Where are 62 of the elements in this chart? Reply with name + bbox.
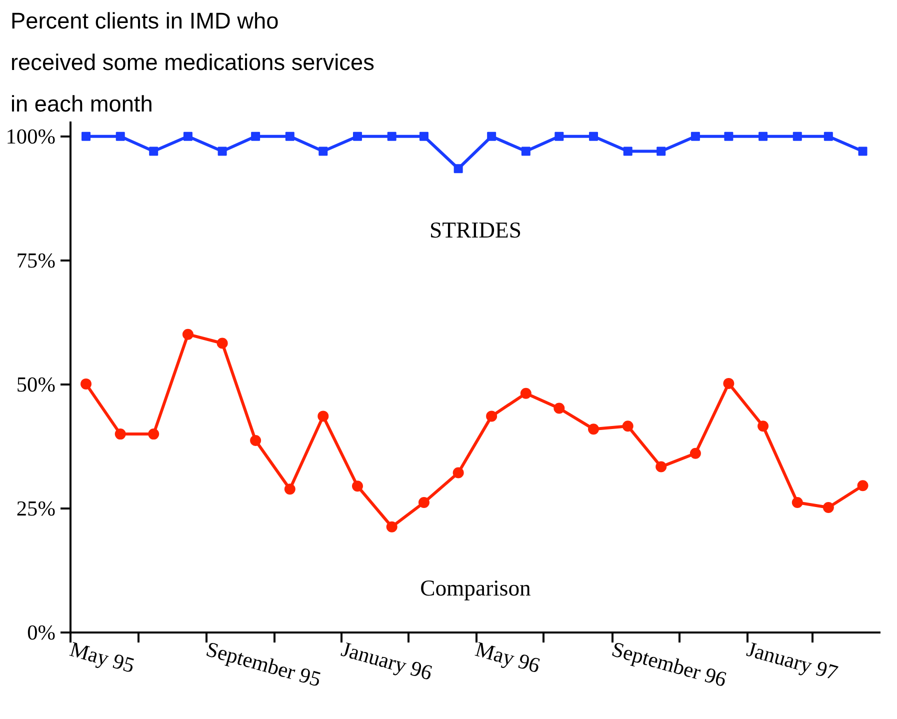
y-tick-label: 100%	[6, 124, 56, 148]
point	[822, 502, 834, 513]
point	[114, 428, 126, 440]
point	[486, 410, 498, 422]
point	[858, 146, 868, 156]
x-tick-label: September 95	[204, 636, 324, 692]
point	[824, 132, 833, 141]
point	[352, 132, 362, 141]
x-tick-label: January 97	[744, 636, 841, 685]
y-tick-label: 25%	[16, 496, 56, 520]
point	[554, 402, 565, 414]
point	[792, 132, 802, 141]
point	[250, 435, 262, 446]
point	[589, 132, 598, 141]
point	[588, 424, 600, 435]
point	[723, 378, 734, 389]
point	[656, 461, 667, 472]
chart-title: Percent clients in IMD who received some medications services in each month	[10, 7, 374, 116]
point	[251, 132, 260, 141]
point	[690, 448, 701, 459]
point	[758, 132, 768, 141]
point	[82, 132, 91, 141]
point	[623, 146, 632, 156]
point	[148, 428, 160, 440]
point	[387, 132, 396, 141]
point	[487, 132, 496, 141]
y-tick-label: 50%	[16, 372, 56, 396]
point	[418, 497, 430, 508]
point	[318, 146, 328, 156]
x-tick-label: January 96	[338, 636, 436, 685]
point	[857, 480, 868, 492]
point	[116, 132, 125, 141]
point	[285, 132, 294, 141]
point	[80, 378, 92, 390]
point	[554, 132, 564, 141]
point	[622, 420, 634, 432]
point	[352, 480, 363, 492]
point	[452, 467, 464, 478]
point	[318, 410, 329, 422]
point	[690, 132, 700, 141]
point	[183, 132, 192, 141]
point	[656, 146, 666, 156]
point	[284, 484, 296, 495]
point	[454, 164, 463, 174]
x-tick-label: May 96	[472, 636, 543, 678]
point	[419, 132, 428, 141]
point	[386, 521, 398, 532]
y-tick-label: 0%	[27, 620, 56, 644]
point	[182, 328, 194, 340]
text: Comparison	[420, 576, 531, 601]
point	[724, 132, 734, 141]
point	[520, 388, 532, 399]
x-tick-label: September 96	[609, 636, 730, 692]
text: STRIDES	[430, 217, 522, 242]
point	[149, 146, 158, 156]
point	[758, 420, 769, 432]
point	[218, 146, 227, 156]
y-tick-label: 75%	[16, 248, 56, 272]
point	[216, 338, 228, 349]
point	[521, 146, 530, 156]
x-tick-label: May 95	[67, 636, 138, 678]
point	[792, 497, 803, 508]
